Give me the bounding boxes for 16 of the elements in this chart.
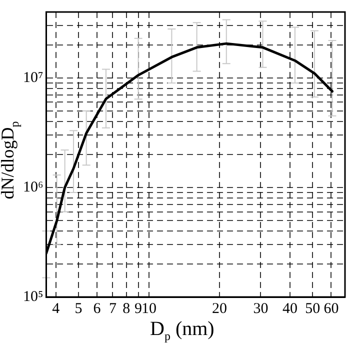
x-tick-label: 4 [52, 300, 60, 317]
x-tick-label: 10 [142, 300, 157, 317]
y-tick-label: 10⁵ [22, 288, 44, 305]
x-tick-label: 9 [134, 300, 142, 317]
x-tick-label: 50 [305, 300, 320, 317]
y-tick-label: 10⁶ [22, 179, 44, 196]
x-tick-label: 30 [253, 300, 268, 317]
x-tick-label: 7 [108, 300, 117, 317]
x-tick-label: 5 [74, 300, 82, 317]
x-tick-label: 8 [122, 300, 130, 317]
x-tick-label: 60 [324, 300, 339, 317]
x-tick-label: 20 [212, 300, 227, 317]
x-tick-label: 6 [93, 300, 102, 317]
y-tick-label: 10⁷ [22, 70, 44, 86]
x-tick-label: 40 [282, 300, 298, 317]
x-axis-title: D$_{p}$ (nm) [150, 318, 214, 344]
